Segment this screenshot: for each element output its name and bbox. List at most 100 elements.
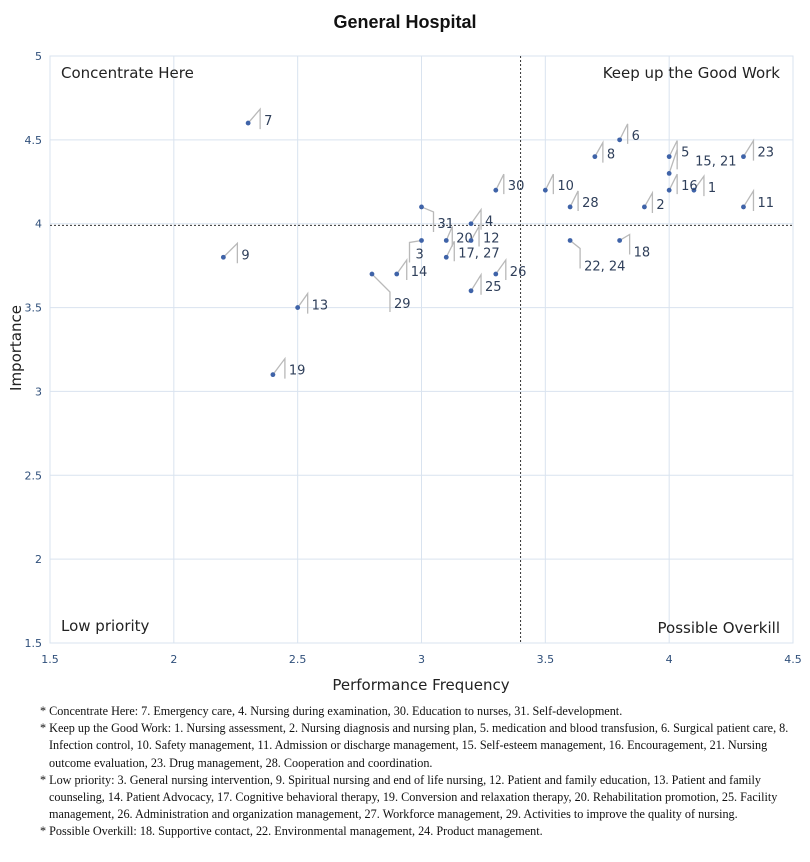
x-tick-label: 4.5 [784,653,802,666]
point-16 [666,187,672,193]
leader-line-11 [742,188,755,211]
y-tick-label: 5 [35,50,42,63]
point-15-21 [666,171,672,176]
leader-line-31 [421,206,435,232]
quadrant-label-top-right: Keep up the Good Work [603,64,781,82]
point-label-30: 30 [508,179,525,194]
point-label-25: 25 [485,280,502,295]
grid-lines [49,55,794,644]
chart-title: General Hospital [333,12,477,32]
point-18 [617,238,623,243]
leader-line-23 [742,138,755,161]
leader-line-16 [668,173,678,195]
footnote-possible-overkill: * Possible Overkill: 18. Supportive cont… [40,824,543,839]
point-label-31: 31 [438,217,455,232]
y-tick-label: 4 [35,218,42,231]
point-30 [493,187,499,193]
point-13 [295,305,301,310]
x-tick-label: 4 [666,653,673,666]
point-5 [666,154,672,160]
y-tick-label: 3.5 [25,302,43,315]
point-label-29: 29 [394,297,411,312]
point-25 [468,288,474,294]
leader-line-10 [544,173,554,195]
data-points: 7 6 8 5 23 15, 21 30 10 1 16 28 2 11 31 4 20 12 3 22, 24 18… [220,107,774,379]
point-label-18: 18 [634,245,651,260]
point-28 [567,204,573,210]
point-label-4: 4 [485,215,493,230]
leader-line-8 [594,140,604,163]
leader-line-13 [297,291,309,314]
point-label-22-24: 22, 24 [584,259,625,274]
point-11 [741,204,746,210]
point-label-5: 5 [681,146,689,161]
point-label-3: 3 [416,247,424,262]
y-tick-label: 4.5 [25,134,43,147]
leader-line-17-27 [445,240,455,262]
leader-line-3 [408,239,422,263]
point-6 [617,137,623,143]
point-label-2: 2 [656,198,664,213]
point-label-17-27: 17, 27 [458,246,499,261]
point-7 [245,120,251,126]
quadrant-label-top-left: Concentrate Here [61,64,194,82]
leader-line-15-21 [668,149,678,174]
axes: 1.5 2 2.5 3 3.5 4 4.5 1.5 2 2.5 3 3.5 4 4.5 5 [25,50,802,666]
leader-line-30 [495,173,505,195]
point-4 [468,221,474,227]
quadrant-labels: Concentrate Here Keep up the Good Work Low… [61,64,780,637]
scatter-chart: 1.5 2 2.5 3 3.5 4 4.5 1.5 2 2.5 3 3.5 4 4.5 5 Concentr… [7,50,802,694]
point-label-23: 23 [757,146,774,161]
point-label-10: 10 [557,179,574,194]
footnote-low-priority: * Low priority: 3. General nursing inter… [40,772,778,822]
point-20 [443,238,449,243]
point-2 [642,204,647,210]
point-12 [468,238,474,243]
y-tick-label: 2 [35,553,42,566]
point-8 [592,154,598,160]
point-17-27 [443,254,449,260]
leader-line-26 [495,258,507,281]
leader-line-4 [470,207,482,230]
x-axis-label: Performance Frequency [332,676,509,694]
leader-line-19 [272,356,286,379]
point-label-26: 26 [510,265,527,280]
point-1 [691,187,697,193]
leader-line-29 [371,273,391,313]
plot-area-border [49,55,794,644]
x-tick-label: 1.5 [41,653,59,666]
x-tick-label: 2.5 [289,653,307,666]
y-axis-label: Importance [7,305,25,391]
quadrant-label-bottom-left: Low priority [61,617,150,635]
leader-line-25 [470,272,482,295]
footnote-concentrate-here: * Concentrate Here: 7. Emergency care, 4… [40,704,623,718]
point-label-28: 28 [582,196,599,211]
leader-line-9 [222,241,239,264]
point-10 [542,187,548,193]
leader-line-18 [619,233,631,255]
x-tick-label: 3.5 [537,653,555,666]
y-tick-label: 2.5 [25,469,43,482]
leader-line-28 [569,190,579,211]
leader-line-14 [396,258,408,281]
reference-lines [50,56,793,643]
leader-line-1 [693,174,705,197]
point-label-14: 14 [411,265,428,280]
point-label-9: 9 [241,248,249,263]
point-29 [369,271,375,277]
x-tick-label: 3 [418,653,425,666]
point-14 [394,271,400,277]
point-3 [419,238,424,243]
point-label-15-21: 15, 21 [695,154,736,169]
point-label-7: 7 [264,114,272,129]
point-22-24 [567,238,573,243]
point-label-8: 8 [607,148,615,163]
point-label-16: 16 [681,179,698,194]
point-label-11: 11 [757,196,774,211]
footnotes: * Concentrate Here: 7. Emergency care, 4… [40,703,805,841]
x-tick-label: 2 [170,653,177,666]
y-tick-label: 1.5 [25,637,43,650]
footnote-keep-up: * Keep up the Good Work: 1. Nursing asse… [40,721,789,770]
leader-line-12 [470,224,480,247]
leader-line-7 [247,107,261,130]
